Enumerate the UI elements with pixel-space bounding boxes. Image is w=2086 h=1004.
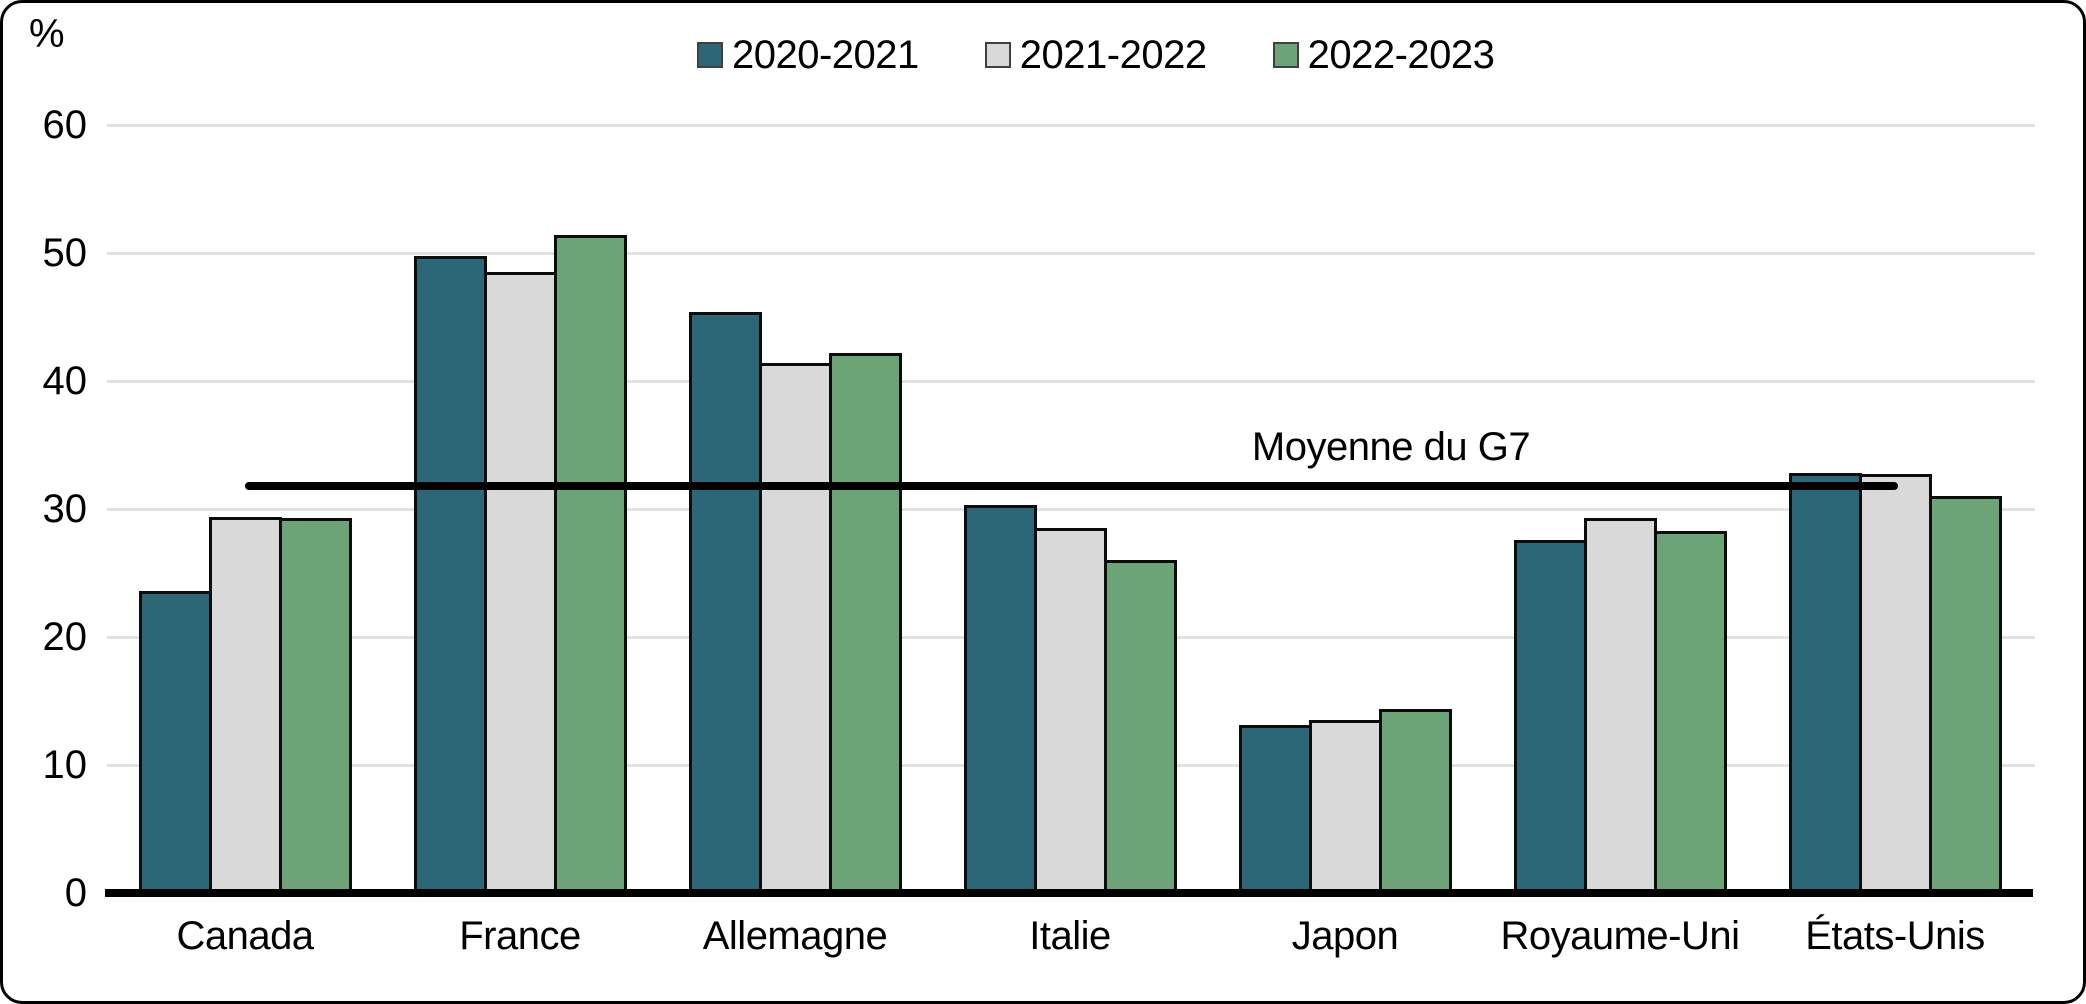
gridline — [107, 252, 2035, 255]
y-axis-unit-label: % — [29, 12, 65, 56]
bar-series2-cat4 — [1033, 528, 1107, 893]
y-tick-label: 30 — [42, 487, 88, 531]
gridline — [107, 380, 2035, 383]
y-tick-label: 40 — [42, 359, 88, 403]
bar-group-7 — [1788, 125, 2002, 893]
g7-average-label: Moyenne du G7 — [1251, 424, 1531, 469]
chart-legend: 2020-2021 2021-2022 2022-2023 — [697, 33, 1495, 77]
bar-series1-cat3 — [688, 312, 762, 893]
bar-series2-cat1 — [208, 517, 282, 893]
x-category-label: Royaume-Uni — [1500, 914, 1740, 958]
bar-series2-cat2 — [483, 272, 557, 893]
bar-series1-cat6 — [1513, 540, 1587, 893]
x-category-label: Canada — [176, 914, 314, 958]
bar-series3-cat5 — [1378, 709, 1452, 893]
bar-series1-cat4 — [963, 505, 1037, 893]
bar-group-4 — [963, 125, 1177, 893]
bar-series2-cat5 — [1308, 720, 1382, 893]
bar-series2-cat7 — [1858, 474, 1932, 893]
y-tick-label: 0 — [64, 871, 87, 915]
legend-swatch-icon — [697, 42, 723, 68]
bar-series1-cat2 — [413, 256, 487, 893]
legend-swatch-icon — [1272, 42, 1299, 68]
bar-series2-cat3 — [758, 363, 832, 893]
gridline — [107, 124, 2035, 127]
plot-area: 0 10 20 30 40 50 60 Canada France Allemagne Italie… — [43, 103, 2035, 958]
bar-group-6 — [1513, 125, 1727, 893]
y-tick-label: 60 — [42, 103, 88, 147]
y-tick-label: 50 — [42, 231, 88, 275]
bar-series1-cat7 — [1788, 473, 1862, 893]
y-tick-label: 20 — [42, 615, 88, 659]
x-axis-line — [105, 889, 2033, 897]
bar-series3-cat3 — [828, 353, 902, 893]
x-category-label: États-Unis — [1805, 914, 1985, 958]
x-category-label: Japon — [1291, 914, 1399, 958]
bar-group-1 — [138, 125, 352, 893]
legend-item-2: 2021-2022 — [984, 33, 1207, 77]
bar-series2-cat6 — [1583, 518, 1657, 893]
x-category-label: Italie — [1029, 914, 1111, 958]
x-category-label: Allemagne — [702, 914, 888, 958]
bar-series3-cat7 — [1928, 496, 2002, 893]
legend-label: 2021-2022 — [1019, 33, 1207, 77]
legend-label: 2022-2023 — [1307, 33, 1495, 77]
x-category-label: France — [459, 914, 581, 958]
bar-series3-cat4 — [1103, 560, 1177, 893]
legend-item-3: 2022-2023 — [1272, 33, 1495, 77]
bar-series1-cat5 — [1238, 725, 1312, 893]
bar-series3-cat1 — [278, 518, 352, 893]
legend-item-1: 2020-2021 — [697, 33, 919, 77]
bar-series1-cat1 — [138, 591, 212, 893]
y-tick-label: 10 — [42, 743, 88, 787]
bar-series3-cat6 — [1653, 531, 1727, 893]
bar-group-2 — [413, 125, 627, 893]
bar-group-5 — [1238, 125, 1452, 893]
legend-label: 2020-2021 — [732, 33, 919, 77]
legend-swatch-icon — [984, 42, 1011, 68]
bar-series3-cat2 — [553, 235, 627, 893]
gridline — [107, 508, 2035, 511]
bar-group-3 — [688, 125, 902, 893]
g7-average-line — [245, 481, 1898, 490]
